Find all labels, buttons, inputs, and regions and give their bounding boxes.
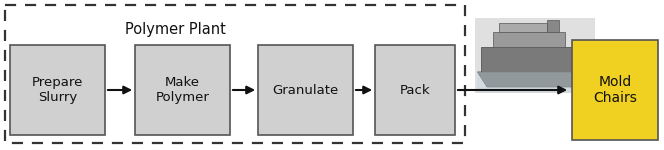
Polygon shape [547,20,559,32]
Polygon shape [477,72,592,87]
Text: Granulate: Granulate [272,84,339,96]
Text: Make
Polymer: Make Polymer [155,76,209,104]
Bar [135,45,230,135]
Bar [572,40,658,140]
Bar [10,45,105,135]
Text: Mold
Chairs: Mold Chairs [593,75,637,105]
Text: Polymer Plant: Polymer Plant [125,22,226,37]
Polygon shape [477,72,592,93]
Polygon shape [493,32,565,46]
Polygon shape [499,22,547,32]
Text: Prepare
Slurry: Prepare Slurry [32,76,83,104]
Polygon shape [481,46,589,72]
Bar [375,45,455,135]
Bar [258,45,353,135]
Bar [475,18,595,93]
Text: Pack: Pack [400,84,430,96]
Bar [5,5,465,143]
